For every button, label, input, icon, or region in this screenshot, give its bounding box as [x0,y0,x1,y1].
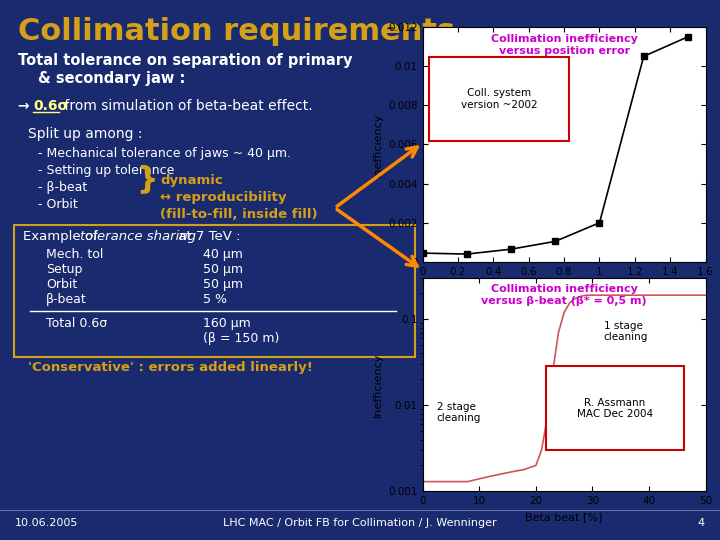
Text: 4: 4 [698,518,705,528]
Y-axis label: Inefficiency: Inefficiency [372,112,382,177]
Text: β-beat: β-beat [46,293,86,306]
X-axis label: y orbit error [σy]: y orbit error [σy] [518,282,611,292]
Text: Collimation inefficiency
versus β-beat (β* = 0,5 m): Collimation inefficiency versus β-beat (… [481,285,647,306]
Text: 160 μm: 160 μm [203,317,251,330]
X-axis label: Beta beat [%]: Beta beat [%] [526,512,603,522]
Text: 50 μm: 50 μm [203,263,243,276]
Text: Setup: Setup [46,263,82,276]
Text: Total 0.6σ: Total 0.6σ [46,317,107,330]
Text: (fill-to-fill, inside fill): (fill-to-fill, inside fill) [160,208,318,221]
Text: 2 stage
cleaning: 2 stage cleaning [437,402,481,423]
Text: - Setting up tolerance: - Setting up tolerance [38,164,174,177]
Text: R. Assmann
MAC Dec 2004: R. Assmann MAC Dec 2004 [577,397,653,419]
Text: 0.6σ: 0.6σ [33,99,68,113]
Text: 10.06.2005: 10.06.2005 [15,518,78,528]
Text: →: → [18,99,35,113]
Text: Mech. tol: Mech. tol [46,248,104,261]
FancyBboxPatch shape [14,225,415,357]
Text: & secondary jaw :: & secondary jaw : [38,71,185,86]
Text: LHC MAC / Orbit FB for Collimation / J. Wenninger: LHC MAC / Orbit FB for Collimation / J. … [223,518,497,528]
Text: Example of: Example of [23,230,102,243]
Text: Collimation requirements: Collimation requirements [18,17,455,46]
Text: Split up among :: Split up among : [28,127,143,141]
Text: 1 stage
cleaning: 1 stage cleaning [604,321,648,342]
Y-axis label: Inefficiency: Inefficiency [373,353,383,417]
Text: - Mechanical tolerance of jaws ~ 40 μm.: - Mechanical tolerance of jaws ~ 40 μm. [38,147,291,160]
Text: at 7 TeV :: at 7 TeV : [174,230,240,243]
Text: 'Conservative' : errors added linearly!: 'Conservative' : errors added linearly! [28,361,313,374]
Text: dynamic: dynamic [160,174,222,187]
Text: Collimation inefficiency
versus position error: Collimation inefficiency versus position… [491,34,637,56]
Text: Coll. system
version ~2002: Coll. system version ~2002 [461,88,537,110]
Text: ↔ reproducibility: ↔ reproducibility [160,191,287,204]
Text: 40 μm: 40 μm [203,248,243,261]
Text: Orbit: Orbit [46,278,77,291]
Text: 50 μm: 50 μm [203,278,243,291]
Text: (β = 150 m): (β = 150 m) [203,332,279,345]
Text: - β-beat: - β-beat [38,181,87,194]
Text: - Orbit: - Orbit [38,198,78,211]
Text: }: } [136,164,158,193]
Text: Total tolerance on separation of primary: Total tolerance on separation of primary [18,53,353,68]
Text: tolerance sharing: tolerance sharing [80,230,196,243]
Text: from simulation of beta-beat effect.: from simulation of beta-beat effect. [60,99,312,113]
Text: 5 %: 5 % [203,293,227,306]
